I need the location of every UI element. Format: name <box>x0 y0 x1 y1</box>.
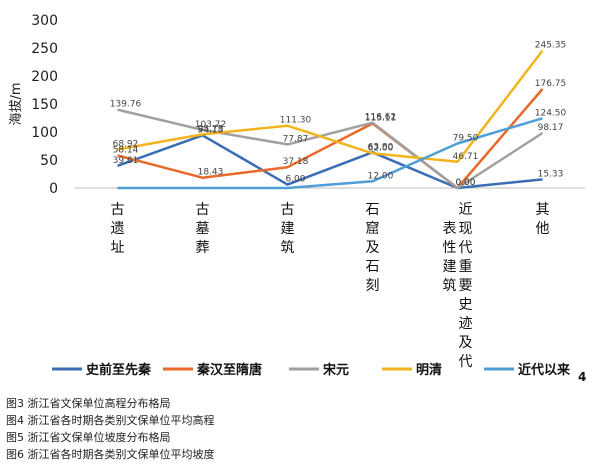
data-label: 245.35 <box>535 41 567 51</box>
category-label-char: 代 <box>459 354 473 370</box>
caption-fig4: 图4 浙江省各时期各类别文保单位平均高程 <box>6 414 215 427</box>
legend-label: 宋元 <box>322 362 349 378</box>
series-line-4 <box>117 49 544 164</box>
data-label: 46.71 <box>453 152 479 162</box>
category-label-char: 迹 <box>459 316 473 332</box>
caption-fig5: 图5 浙江省文保单位坡度分布格局 <box>6 431 171 444</box>
category-label-char: 建 <box>281 221 295 237</box>
category-label-char: 近 <box>459 202 473 218</box>
legend: 史前至先秦 秦汉至隋唐 宋元 明清 近代以来 <box>52 362 571 378</box>
category-label-char: 表 <box>443 221 457 237</box>
y-tick-label: 300 <box>31 13 58 29</box>
category-label-char: 古 <box>196 202 210 218</box>
category-label-char: 石 <box>366 202 380 218</box>
category-label-char: 石 <box>366 259 380 275</box>
y-tick-label: 100 <box>31 125 58 141</box>
y-tick-label: 200 <box>31 69 58 85</box>
data-label: 63.80 <box>368 142 394 152</box>
elevation-line-chart: 0 50 100 150 200 250 300 海拔/m 39.61 94.18 6.00 63.… <box>9 13 586 384</box>
category-label-char: 建 <box>443 259 457 275</box>
category-label-char: 及 <box>366 240 380 256</box>
category-label-char: 筑 <box>281 240 295 256</box>
data-label: 62.00 <box>368 143 394 153</box>
data-label: 124.50 <box>535 108 567 118</box>
data-label: 0.00 <box>455 178 475 188</box>
category-label-char: 墓 <box>196 221 210 237</box>
data-label: 39.61 <box>113 156 139 166</box>
category-label-char: 他 <box>536 221 550 237</box>
data-label: 68.92 <box>113 139 139 149</box>
legend-label: 明清 <box>416 362 442 378</box>
data-label: 6.00 <box>285 175 305 185</box>
data-labels: 39.61 94.18 6.00 63.80 0.00 15.33 58.14 18.43 37… <box>110 41 567 188</box>
data-label: 98.17 <box>538 123 564 133</box>
category-label-char: 遗 <box>111 221 125 237</box>
category-label-char: 现 <box>459 221 473 237</box>
series-line-5 <box>117 117 543 190</box>
legend-label: 近代以来 <box>518 362 571 378</box>
category-label-char: 其 <box>536 202 550 218</box>
category-label-char: 要 <box>459 278 473 294</box>
data-label: 77.87 <box>283 134 309 144</box>
category-label-char: 史 <box>459 297 473 313</box>
y-axis: 0 50 100 150 200 250 300 海拔/m <box>9 13 58 197</box>
data-label: 139.76 <box>110 100 142 110</box>
data-label: 15.33 <box>538 169 564 179</box>
category-label-char: 性 <box>443 240 457 256</box>
y-tick-label: 0 <box>49 181 58 197</box>
category-label-char: 代 <box>459 240 473 256</box>
data-label: 18.43 <box>198 168 224 178</box>
caption-fig3: 图3 浙江省文保单位高程分布格局 <box>6 397 171 410</box>
y-tick-label: 50 <box>40 153 58 169</box>
page-number: 4 <box>578 370 586 384</box>
category-label-char: 古 <box>111 202 125 218</box>
legend-label: 秦汉至隋唐 <box>196 362 262 378</box>
data-label: 176.75 <box>535 79 567 89</box>
category-label-char: 刻 <box>366 278 380 294</box>
category-label-char: 古 <box>281 202 295 218</box>
series-line-1 <box>117 134 543 190</box>
caption-fig6: 图6 浙江省各时期各类别文保单位平均坡度 <box>6 448 215 461</box>
data-label: 58.14 <box>113 145 139 155</box>
data-label: 12.00 <box>368 171 394 181</box>
data-label: 94.18 <box>198 125 224 135</box>
data-label: 115.11 <box>365 114 397 124</box>
category-label-char: 及 <box>459 335 473 351</box>
data-label: 116.62 <box>365 113 397 123</box>
y-tick-label: 250 <box>31 41 58 57</box>
data-label: 0.00 <box>455 178 475 188</box>
data-label: 37.18 <box>283 157 309 167</box>
y-tick-label: 150 <box>31 97 58 113</box>
data-label: 103.72 <box>195 120 227 130</box>
category-label-char: 重 <box>459 259 473 275</box>
legend-label: 史前至先秦 <box>86 362 152 378</box>
data-label: 95.75 <box>198 124 224 134</box>
category-label-char: 葬 <box>196 240 210 256</box>
series-lines <box>117 49 544 190</box>
series-line-2 <box>117 88 544 190</box>
y-axis-label: 海拔/m <box>9 82 24 125</box>
category-label-char: 址 <box>111 240 125 256</box>
data-label: 79.50 <box>453 133 479 143</box>
category-label-char: 筑 <box>443 278 457 294</box>
data-label: 111.30 <box>280 116 312 126</box>
series-line-3 <box>117 108 544 190</box>
category-label-char: 窟 <box>366 220 380 237</box>
